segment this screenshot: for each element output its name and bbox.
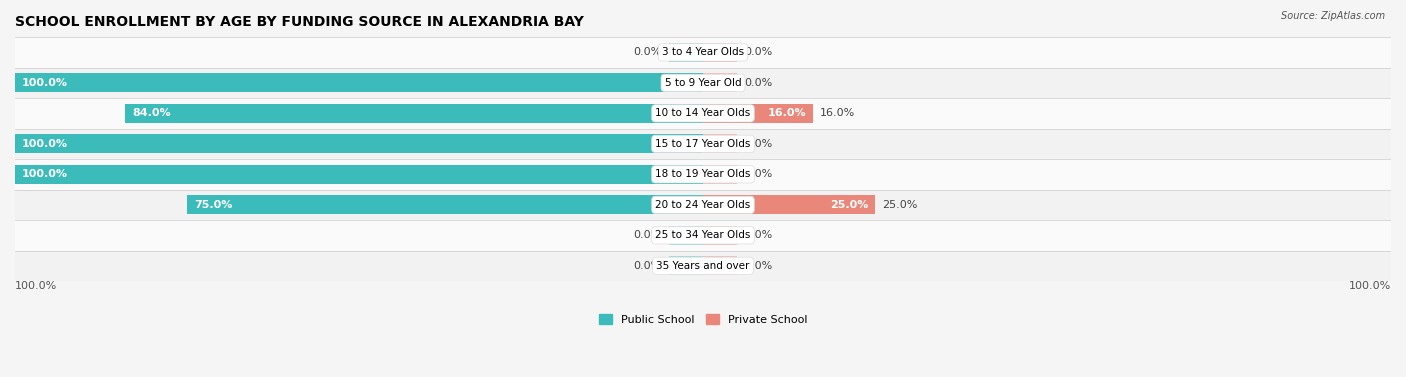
Text: 100.0%: 100.0%: [22, 169, 67, 179]
Bar: [703, 195, 875, 214]
Text: 0.0%: 0.0%: [634, 261, 662, 271]
Bar: [669, 43, 703, 62]
Bar: [15, 220, 1391, 251]
Bar: [187, 195, 703, 214]
Text: 25 to 34 Year Olds: 25 to 34 Year Olds: [655, 230, 751, 240]
Text: 100.0%: 100.0%: [22, 78, 67, 88]
Text: 0.0%: 0.0%: [744, 78, 772, 88]
Text: 18 to 19 Year Olds: 18 to 19 Year Olds: [655, 169, 751, 179]
Text: 0.0%: 0.0%: [744, 169, 772, 179]
Text: 0.0%: 0.0%: [634, 230, 662, 240]
Bar: [15, 98, 1391, 129]
Text: 75.0%: 75.0%: [194, 200, 232, 210]
Legend: Public School, Private School: Public School, Private School: [595, 310, 811, 329]
Text: 0.0%: 0.0%: [744, 230, 772, 240]
Text: SCHOOL ENROLLMENT BY AGE BY FUNDING SOURCE IN ALEXANDRIA BAY: SCHOOL ENROLLMENT BY AGE BY FUNDING SOUR…: [15, 15, 583, 29]
Bar: [15, 190, 1391, 220]
Text: 35 Years and over: 35 Years and over: [657, 261, 749, 271]
Bar: [15, 37, 1391, 67]
Bar: [703, 256, 737, 275]
Bar: [703, 165, 737, 184]
Text: 10 to 14 Year Olds: 10 to 14 Year Olds: [655, 108, 751, 118]
Bar: [669, 226, 703, 245]
Text: 5 to 9 Year Old: 5 to 9 Year Old: [665, 78, 741, 88]
Text: 100.0%: 100.0%: [1348, 281, 1391, 291]
Text: 25.0%: 25.0%: [830, 200, 868, 210]
Text: 0.0%: 0.0%: [744, 261, 772, 271]
Bar: [15, 159, 1391, 190]
Bar: [703, 43, 737, 62]
Bar: [15, 129, 1391, 159]
Bar: [15, 74, 703, 92]
Text: 100.0%: 100.0%: [15, 281, 58, 291]
Bar: [703, 134, 737, 153]
Text: 20 to 24 Year Olds: 20 to 24 Year Olds: [655, 200, 751, 210]
Bar: [15, 165, 703, 184]
Text: 3 to 4 Year Olds: 3 to 4 Year Olds: [662, 48, 744, 57]
Text: 100.0%: 100.0%: [22, 139, 67, 149]
Bar: [669, 256, 703, 275]
Bar: [15, 67, 1391, 98]
Text: Source: ZipAtlas.com: Source: ZipAtlas.com: [1281, 11, 1385, 21]
Text: 15 to 17 Year Olds: 15 to 17 Year Olds: [655, 139, 751, 149]
Text: 0.0%: 0.0%: [634, 48, 662, 57]
Text: 16.0%: 16.0%: [820, 108, 855, 118]
Text: 0.0%: 0.0%: [744, 139, 772, 149]
Bar: [15, 134, 703, 153]
Bar: [125, 104, 703, 123]
Text: 0.0%: 0.0%: [744, 48, 772, 57]
Bar: [703, 226, 737, 245]
Bar: [703, 74, 737, 92]
Text: 25.0%: 25.0%: [882, 200, 917, 210]
Bar: [703, 104, 813, 123]
Text: 16.0%: 16.0%: [768, 108, 806, 118]
Bar: [15, 251, 1391, 281]
Text: 84.0%: 84.0%: [132, 108, 170, 118]
